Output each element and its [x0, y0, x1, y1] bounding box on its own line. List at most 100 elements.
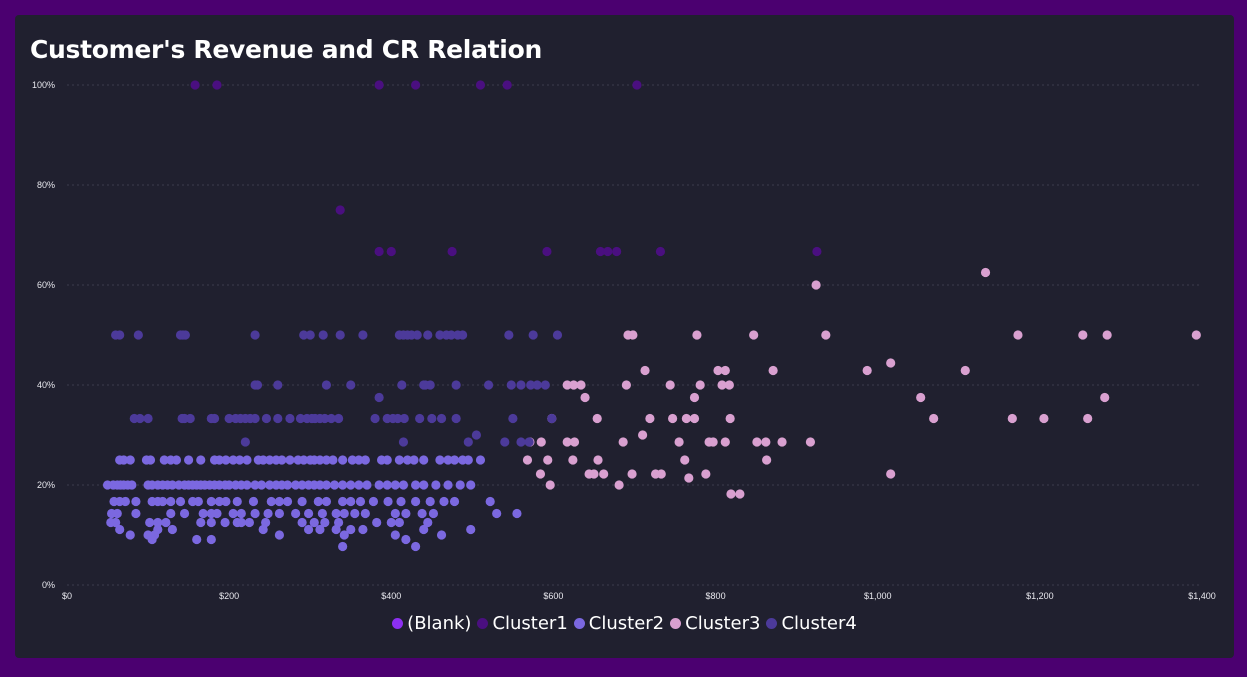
- scatter-plot[interactable]: 0% 20% 40% 60% 80% 100% $0 $200 $400 $600 $800 $1,0…: [15, 15, 1234, 658]
- data-point[interactable]: [689, 392, 700, 403]
- data-point[interactable]: [161, 517, 171, 528]
- data-point[interactable]: [196, 517, 206, 528]
- data-point[interactable]: [282, 496, 293, 507]
- data-point[interactable]: [638, 430, 648, 440]
- data-point[interactable]: [206, 517, 216, 528]
- data-point[interactable]: [265, 455, 275, 465]
- data-point[interactable]: [752, 437, 762, 447]
- data-point[interactable]: [355, 496, 366, 507]
- data-point[interactable]: [451, 380, 461, 390]
- data-point[interactable]: [313, 496, 323, 507]
- data-point[interactable]: [475, 80, 486, 90]
- data-point[interactable]: [720, 437, 730, 447]
- data-point[interactable]: [297, 480, 307, 490]
- data-point[interactable]: [329, 480, 340, 490]
- data-point[interactable]: [447, 246, 457, 257]
- data-point[interactable]: [261, 517, 271, 528]
- data-point[interactable]: [354, 455, 364, 465]
- data-point[interactable]: [980, 267, 991, 278]
- data-point[interactable]: [508, 413, 518, 424]
- data-point[interactable]: [504, 330, 514, 340]
- data-point[interactable]: [399, 413, 409, 424]
- data-point[interactable]: [214, 455, 225, 465]
- data-point[interactable]: [285, 455, 295, 465]
- data-point[interactable]: [250, 508, 260, 519]
- data-point[interactable]: [614, 480, 624, 490]
- data-point[interactable]: [916, 392, 926, 403]
- data-point[interactable]: [1102, 330, 1112, 340]
- data-point[interactable]: [720, 365, 730, 376]
- data-point[interactable]: [244, 517, 255, 528]
- data-point[interactable]: [338, 455, 348, 465]
- data-point[interactable]: [196, 455, 206, 465]
- data-point[interactable]: [115, 524, 125, 535]
- data-point[interactable]: [543, 455, 553, 465]
- legend-item[interactable]: Cluster1: [477, 613, 568, 634]
- data-point[interactable]: [443, 480, 453, 490]
- legend-item[interactable]: Cluster4: [766, 613, 857, 634]
- data-point[interactable]: [350, 508, 360, 519]
- data-point[interactable]: [274, 508, 285, 519]
- data-point[interactable]: [236, 508, 246, 519]
- data-point[interactable]: [411, 541, 421, 552]
- data-point[interactable]: [291, 508, 301, 519]
- data-point[interactable]: [768, 365, 778, 376]
- data-point[interactable]: [621, 380, 631, 390]
- data-point[interactable]: [645, 413, 655, 424]
- data-point[interactable]: [256, 480, 267, 490]
- data-point[interactable]: [277, 455, 287, 465]
- data-point[interactable]: [297, 517, 307, 528]
- data-point[interactable]: [466, 524, 476, 535]
- data-point[interactable]: [612, 246, 622, 257]
- data-point[interactable]: [346, 496, 356, 507]
- data-point[interactable]: [449, 455, 460, 465]
- data-point[interactable]: [212, 508, 222, 519]
- data-point[interactable]: [354, 480, 364, 490]
- data-point[interactable]: [1191, 330, 1201, 340]
- data-point[interactable]: [273, 380, 283, 390]
- data-point[interactable]: [886, 469, 896, 479]
- data-point[interactable]: [135, 413, 145, 424]
- data-point[interactable]: [303, 524, 314, 535]
- data-point[interactable]: [362, 480, 372, 490]
- data-point[interactable]: [224, 480, 234, 490]
- data-point[interactable]: [190, 80, 200, 90]
- data-point[interactable]: [455, 480, 465, 490]
- data-point[interactable]: [299, 455, 309, 465]
- data-point[interactable]: [250, 330, 260, 340]
- data-point[interactable]: [777, 437, 787, 447]
- data-point[interactable]: [297, 496, 307, 507]
- data-point[interactable]: [360, 455, 370, 465]
- data-point[interactable]: [431, 480, 441, 490]
- data-point[interactable]: [427, 413, 437, 424]
- data-point[interactable]: [346, 480, 356, 490]
- data-point[interactable]: [374, 246, 384, 257]
- data-point[interactable]: [428, 508, 439, 519]
- data-point[interactable]: [528, 330, 538, 340]
- data-point[interactable]: [184, 455, 194, 465]
- data-point[interactable]: [358, 330, 368, 340]
- data-point[interactable]: [333, 413, 344, 424]
- data-point[interactable]: [655, 246, 666, 257]
- data-point[interactable]: [862, 365, 872, 376]
- data-point[interactable]: [419, 480, 429, 490]
- data-point[interactable]: [346, 380, 356, 390]
- data-point[interactable]: [436, 413, 447, 424]
- data-point[interactable]: [228, 508, 238, 519]
- data-point[interactable]: [390, 480, 400, 490]
- data-point[interactable]: [640, 365, 650, 376]
- data-point[interactable]: [192, 534, 202, 545]
- data-point[interactable]: [331, 508, 341, 519]
- data-point[interactable]: [167, 480, 177, 490]
- data-point[interactable]: [321, 480, 332, 490]
- data-point[interactable]: [618, 437, 628, 447]
- data-point[interactable]: [886, 358, 896, 368]
- data-point[interactable]: [402, 455, 413, 465]
- data-point[interactable]: [589, 469, 599, 479]
- data-point[interactable]: [372, 517, 382, 528]
- data-point[interactable]: [198, 508, 208, 519]
- data-point[interactable]: [220, 517, 230, 528]
- data-point[interactable]: [419, 455, 429, 465]
- data-point[interactable]: [680, 455, 690, 465]
- data-point[interactable]: [390, 530, 400, 540]
